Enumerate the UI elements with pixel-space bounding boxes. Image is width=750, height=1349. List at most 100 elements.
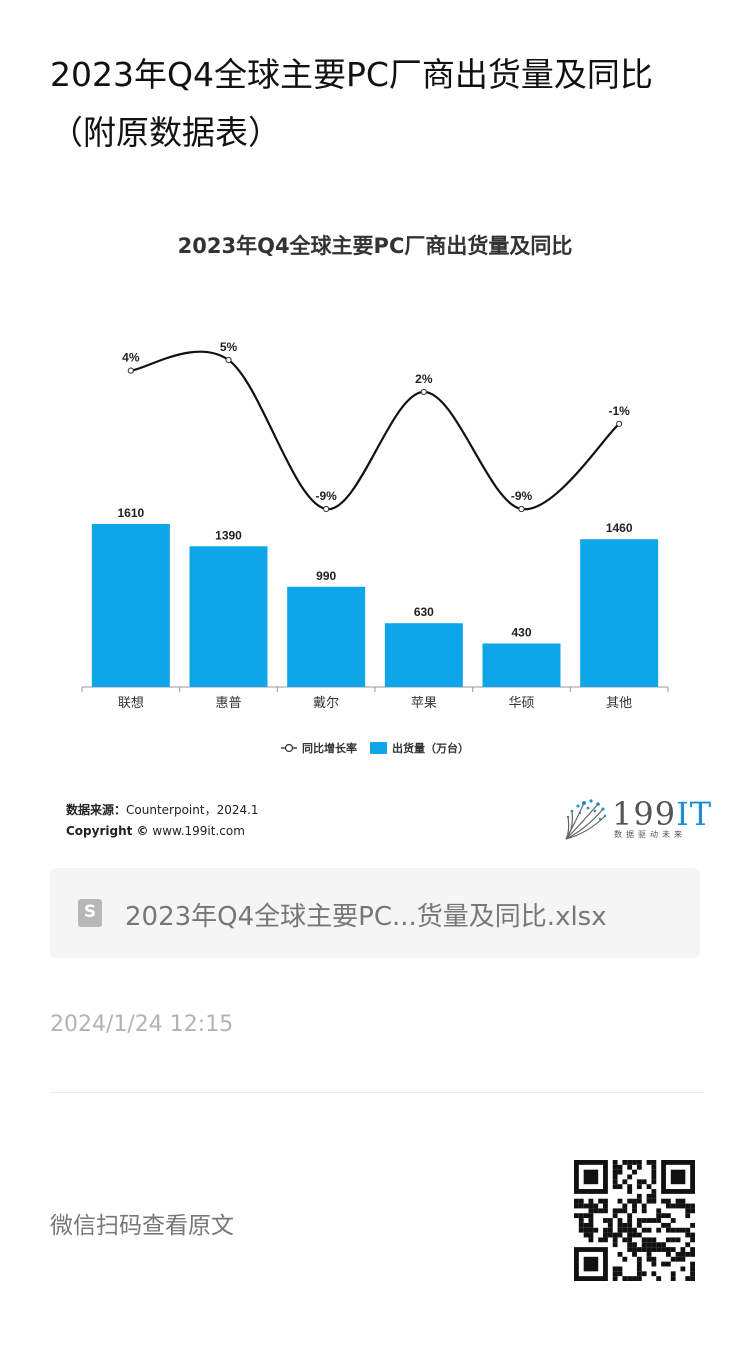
qr-module xyxy=(641,1227,647,1233)
qr-module xyxy=(598,1208,604,1214)
qr-module xyxy=(646,1160,652,1165)
legend-label-shipments: 出货量（万台） xyxy=(392,741,469,755)
chart-title: 2023年Q4全球主要PC厂商出货量及同比 xyxy=(177,234,573,258)
qr-module xyxy=(656,1242,662,1248)
qr-module xyxy=(680,1251,686,1257)
chart-svg: 1610 联想 1390 惠普 990 戴尔 630 苹果 430 华硕 1460 其他 4% 5% -9%… xyxy=(81,340,669,755)
qr-module xyxy=(656,1227,662,1233)
qr-module xyxy=(685,1276,691,1281)
qr-module xyxy=(661,1242,666,1248)
qr-module xyxy=(661,1247,666,1252)
qr-module xyxy=(636,1256,642,1262)
qr-module xyxy=(651,1218,657,1223)
qr-module xyxy=(651,1193,657,1199)
qr-module xyxy=(646,1184,652,1190)
qr-module xyxy=(636,1276,642,1281)
growth-point-5 xyxy=(616,420,623,427)
qr-module xyxy=(593,1203,599,1209)
qr-module xyxy=(632,1208,637,1214)
qr-module xyxy=(612,1276,618,1281)
qr-module xyxy=(598,1237,604,1243)
qr-module xyxy=(632,1276,637,1281)
qr-module xyxy=(627,1198,633,1204)
x-tick-label: 苹果 xyxy=(411,695,437,710)
qr-module xyxy=(685,1213,691,1219)
qr-module xyxy=(588,1218,594,1223)
qr-module xyxy=(627,1189,633,1194)
qr-finder-core xyxy=(670,1169,686,1185)
qr-module xyxy=(665,1261,671,1267)
qr-module xyxy=(588,1213,594,1219)
qr-module xyxy=(665,1251,671,1257)
qr-module xyxy=(627,1232,633,1238)
qr-module xyxy=(574,1198,579,1204)
qr-module xyxy=(578,1227,584,1233)
bar-value-label: 1460 xyxy=(606,521,633,535)
qr-module xyxy=(612,1174,618,1180)
qr-module xyxy=(670,1271,676,1277)
qr-module xyxy=(583,1203,589,1209)
qr-module xyxy=(627,1276,633,1281)
qr-module xyxy=(617,1164,623,1170)
qr-module xyxy=(607,1218,613,1223)
growth-value-label: 4% xyxy=(122,351,140,365)
bar-3 xyxy=(384,623,463,687)
qr-module xyxy=(612,1232,618,1238)
qr-module xyxy=(636,1247,642,1252)
qr-module xyxy=(651,1164,657,1170)
bar-value-label: 990 xyxy=(316,569,336,583)
x-tick-label: 华硕 xyxy=(508,695,534,710)
qr-module xyxy=(588,1198,594,1204)
source-label: 数据来源： xyxy=(66,803,127,817)
qr-module xyxy=(651,1247,657,1252)
qr-module xyxy=(617,1184,623,1190)
legend-bar-swatch xyxy=(370,742,387,754)
attachment-card[interactable]: S 2023年Q4全球主要PC...货量及同比.xlsx xyxy=(50,868,700,958)
growth-value-label: -1% xyxy=(608,404,630,418)
qr-module xyxy=(675,1237,681,1243)
spreadsheet-file-icon: S xyxy=(78,899,102,927)
growth-value-label: 2% xyxy=(415,372,433,386)
bar-2 xyxy=(287,586,366,687)
qr-module xyxy=(603,1232,608,1238)
qr-module xyxy=(651,1169,657,1175)
qr-caption: 微信扫码查看原文 xyxy=(50,1213,234,1239)
qr-module xyxy=(636,1193,642,1199)
qr-module xyxy=(612,1164,618,1170)
qr-module xyxy=(656,1276,662,1281)
qr-module xyxy=(690,1251,695,1257)
qr-module xyxy=(578,1213,584,1219)
divider xyxy=(50,1092,704,1093)
qr-module xyxy=(588,1232,594,1238)
qr-module xyxy=(685,1242,691,1248)
qr-module xyxy=(680,1266,686,1272)
qr-module xyxy=(665,1203,671,1209)
qr-module xyxy=(661,1261,666,1267)
qr-module xyxy=(641,1242,647,1248)
qr-module xyxy=(651,1198,657,1204)
qr-module xyxy=(617,1198,623,1204)
qr-module xyxy=(685,1232,691,1238)
qr-module xyxy=(651,1271,657,1277)
qr-module xyxy=(636,1222,642,1228)
qr-module xyxy=(588,1208,594,1214)
qr-code-icon[interactable] xyxy=(574,1160,695,1281)
qr-module xyxy=(627,1160,633,1165)
qr-module xyxy=(632,1203,637,1209)
qr-module xyxy=(685,1227,691,1233)
qr-module xyxy=(632,1232,637,1238)
qr-module xyxy=(665,1227,671,1233)
qr-module xyxy=(598,1198,604,1204)
qr-module xyxy=(622,1179,628,1185)
qr-module xyxy=(670,1256,676,1262)
qr-module xyxy=(651,1160,657,1165)
qr-module xyxy=(646,1198,652,1204)
qr-module xyxy=(665,1237,671,1243)
qr-module xyxy=(670,1203,676,1209)
qr-module xyxy=(661,1198,666,1204)
qr-module xyxy=(612,1242,618,1248)
article-title: 2023年Q4全球主要PC厂商出货量及同比（附原数据表） xyxy=(50,55,653,152)
qr-module xyxy=(627,1227,633,1233)
qr-module xyxy=(574,1203,579,1209)
qr-module xyxy=(583,1227,589,1233)
